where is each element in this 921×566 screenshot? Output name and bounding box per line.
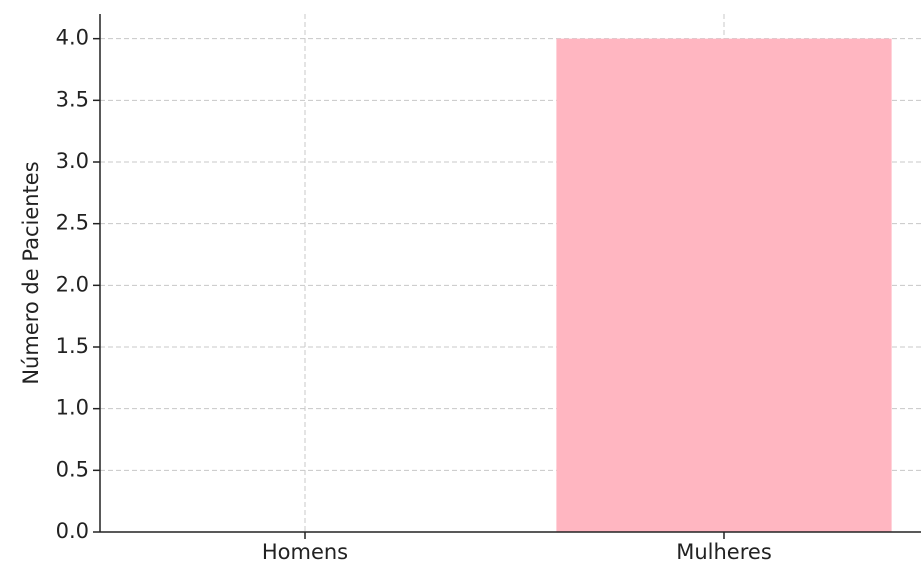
y-tick-label: 1.0 — [56, 396, 89, 420]
y-tick-label: 0.5 — [56, 457, 89, 481]
y-tick-label: 2.0 — [56, 272, 89, 296]
y-tick-label: 0.0 — [56, 519, 89, 543]
x-tick-label: Mulheres — [676, 540, 772, 564]
x-tick-label: Homens — [262, 540, 348, 564]
y-tick-label: 3.5 — [56, 87, 89, 111]
y-tick-label: 1.5 — [56, 334, 89, 358]
bar — [556, 38, 892, 533]
y-tick-label: 4.0 — [56, 26, 89, 50]
y-tick-label: 3.0 — [56, 149, 89, 173]
y-tick-label: 2.5 — [56, 211, 89, 235]
y-axis-label: Número de Pacientes — [19, 161, 43, 384]
